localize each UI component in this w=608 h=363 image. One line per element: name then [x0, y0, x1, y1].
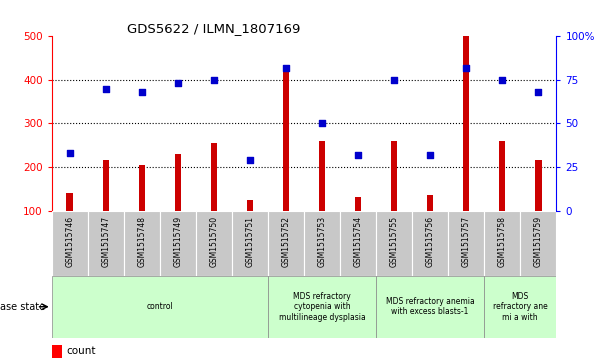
Text: GSM1515748: GSM1515748 [137, 216, 147, 267]
Bar [535, 160, 542, 211]
Bar [412, 211, 448, 276]
Text: GSM1515751: GSM1515751 [246, 216, 254, 267]
Text: MDS refractory
cytopenia with
multilineage dysplasia: MDS refractory cytopenia with multilinea… [278, 292, 365, 322]
Bar [174, 154, 181, 211]
Text: GSM1515759: GSM1515759 [534, 216, 543, 267]
Point [209, 77, 219, 83]
Bar [196, 211, 232, 276]
Text: GSM1515753: GSM1515753 [317, 216, 326, 267]
Bar [66, 193, 73, 211]
Text: GSM1515754: GSM1515754 [354, 216, 362, 267]
Bar [103, 160, 109, 211]
Point [137, 89, 147, 95]
Text: GSM1515755: GSM1515755 [390, 216, 399, 267]
Bar [448, 211, 484, 276]
Point [533, 89, 543, 95]
Bar [268, 276, 376, 338]
Bar [304, 211, 340, 276]
Bar [283, 69, 289, 211]
Text: GDS5622 / ILMN_1807169: GDS5622 / ILMN_1807169 [128, 22, 301, 35]
Bar [340, 211, 376, 276]
Bar [160, 211, 196, 276]
Bar [484, 211, 520, 276]
Bar [124, 211, 160, 276]
Bar [319, 141, 325, 211]
Bar [210, 143, 217, 211]
Bar [247, 200, 253, 211]
Bar [484, 276, 556, 338]
Text: control: control [147, 302, 173, 311]
Bar [376, 276, 484, 338]
Point [101, 86, 111, 91]
Bar [52, 276, 268, 338]
Bar [463, 36, 469, 211]
Text: GSM1515749: GSM1515749 [173, 216, 182, 267]
Text: GSM1515746: GSM1515746 [65, 216, 74, 267]
Bar [427, 195, 434, 211]
Text: GSM1515752: GSM1515752 [282, 216, 291, 267]
Text: GSM1515756: GSM1515756 [426, 216, 435, 267]
Text: GSM1515747: GSM1515747 [102, 216, 110, 267]
Point [173, 81, 183, 86]
Text: GSM1515757: GSM1515757 [461, 216, 471, 267]
Point [461, 65, 471, 70]
Text: GSM1515758: GSM1515758 [498, 216, 506, 267]
Bar [139, 165, 145, 211]
Bar [52, 345, 62, 358]
Point [65, 150, 75, 156]
Text: count: count [67, 346, 96, 356]
Bar [391, 141, 398, 211]
Bar [499, 141, 505, 211]
Text: disease state: disease state [0, 302, 46, 312]
Bar [376, 211, 412, 276]
Text: MDS
refractory ane
mi a with: MDS refractory ane mi a with [493, 292, 548, 322]
Bar [52, 211, 88, 276]
Bar [88, 211, 124, 276]
Point [426, 152, 435, 158]
Text: MDS refractory anemia
with excess blasts-1: MDS refractory anemia with excess blasts… [386, 297, 474, 317]
Text: GSM1515750: GSM1515750 [209, 216, 218, 267]
Point [353, 152, 363, 158]
Point [245, 157, 255, 163]
Point [389, 77, 399, 83]
Point [281, 65, 291, 70]
Point [497, 77, 507, 83]
Bar [232, 211, 268, 276]
Bar [355, 197, 361, 211]
Point [317, 121, 327, 126]
Bar [520, 211, 556, 276]
Bar [268, 211, 304, 276]
